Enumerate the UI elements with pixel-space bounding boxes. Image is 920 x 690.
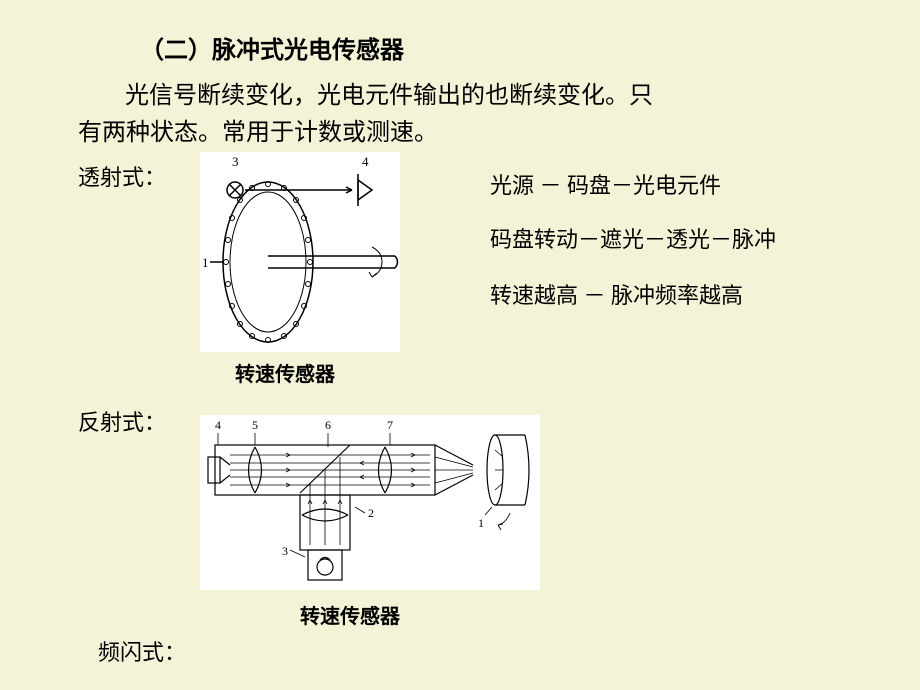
desc-line-1: 光源 － 码盘－光电元件: [490, 168, 721, 200]
paragraph-line-2: 有两种状态。常用于计数或测速。: [78, 112, 438, 147]
d1-label-4: 4: [362, 154, 369, 169]
desc-line-3: 转速越高 － 脉冲频率越高: [490, 278, 743, 310]
d1-label-3: 3: [232, 154, 239, 169]
d2-label-1: 1: [478, 516, 484, 530]
caption-sensor-1: 转速传感器: [235, 358, 335, 387]
desc-line-2: 码盘转动－遮光－透光－脉冲: [490, 222, 776, 254]
diagram-reflection: 4 5 6 7 2 3 1: [200, 415, 540, 590]
d2-label-5: 5: [252, 418, 258, 432]
label-transmission: 透射式：: [78, 160, 166, 192]
section-heading: （二）脉冲式光电传感器: [140, 30, 404, 65]
caption-sensor-2: 转速传感器: [300, 600, 400, 629]
label-strobe: 频闪式：: [98, 635, 186, 667]
label-reflection: 反射式：: [78, 405, 166, 437]
d2-label-2: 2: [368, 506, 374, 520]
d2-label-3: 3: [282, 544, 288, 558]
d2-label-7: 7: [387, 418, 393, 432]
paragraph-line-1: 光信号断续变化，光电元件输出的也断续变化。只: [125, 75, 653, 110]
diagram-transmission: 3 4 1: [200, 152, 400, 352]
d2-label-4: 4: [215, 418, 221, 432]
d1-label-1: 1: [202, 255, 209, 270]
d2-label-6: 6: [325, 418, 331, 432]
